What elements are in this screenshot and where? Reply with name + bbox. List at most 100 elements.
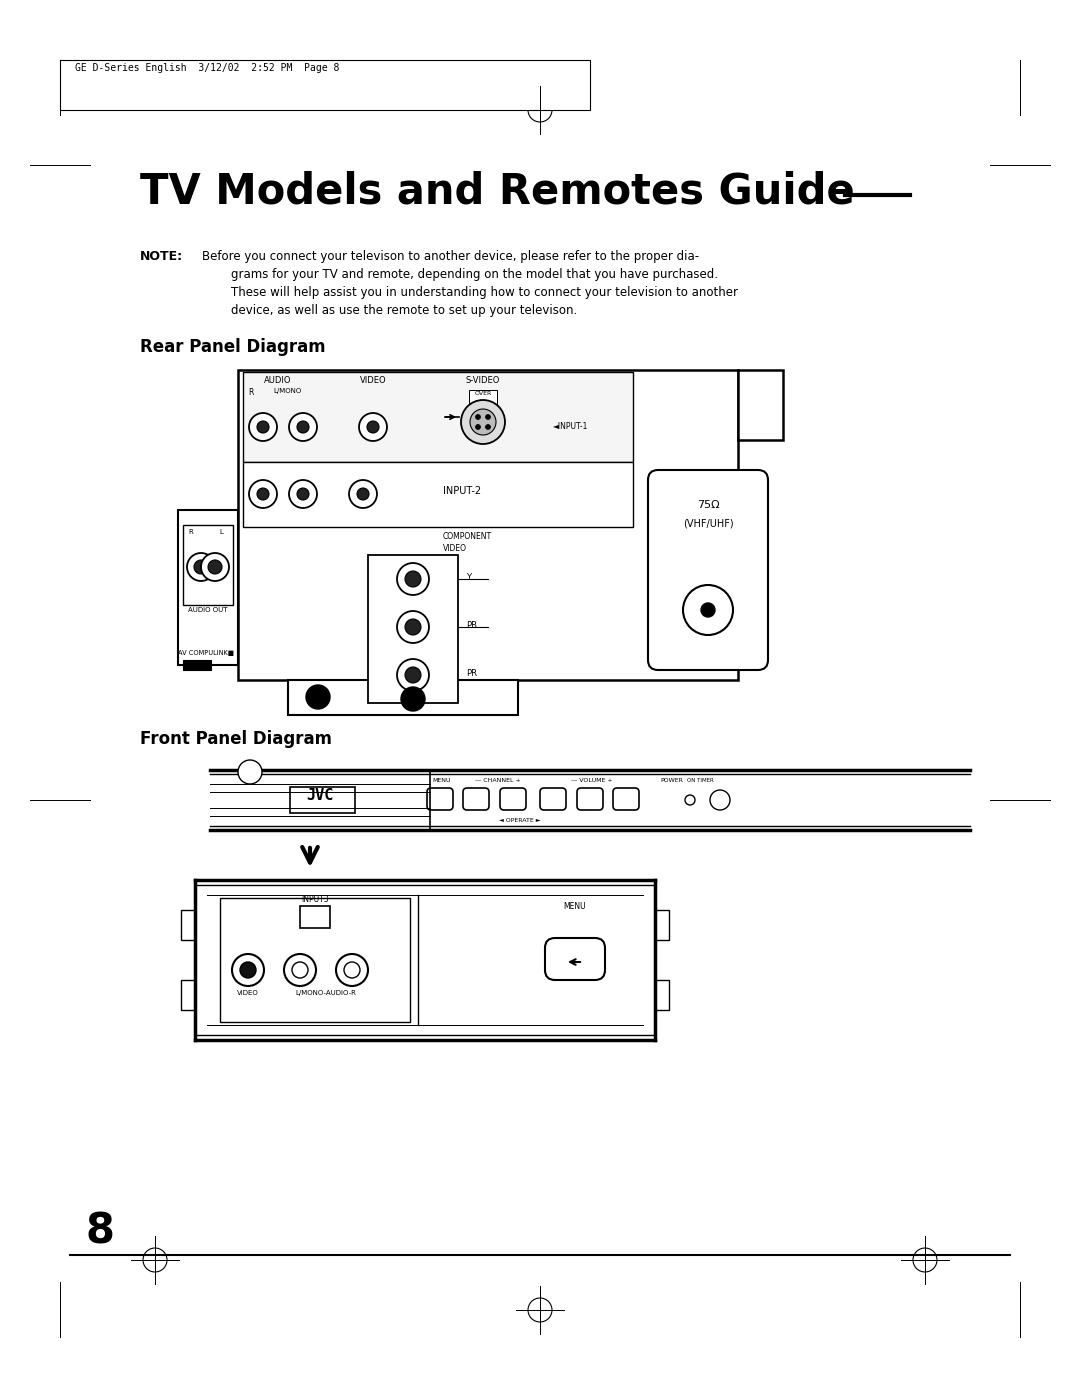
Text: These will help assist you in understanding how to connect your television to an: These will help assist you in understand…: [231, 286, 738, 299]
FancyBboxPatch shape: [577, 788, 603, 810]
Circle shape: [336, 954, 368, 986]
Circle shape: [249, 414, 276, 441]
Circle shape: [710, 789, 730, 810]
Circle shape: [683, 585, 733, 636]
Text: NOTE:: NOTE:: [140, 250, 184, 263]
Text: S-VIDEO: S-VIDEO: [465, 376, 500, 386]
Bar: [738, 370, 783, 440]
Circle shape: [232, 954, 264, 986]
Text: L: L: [219, 529, 222, 535]
Bar: [181, 909, 195, 940]
Circle shape: [297, 488, 309, 500]
Circle shape: [397, 659, 429, 692]
Text: MENU: MENU: [564, 902, 586, 911]
Circle shape: [306, 685, 330, 710]
Circle shape: [475, 425, 481, 429]
Text: Y: Y: [465, 573, 471, 583]
Text: MENU: MENU: [433, 778, 451, 782]
Bar: [291, 787, 355, 813]
Text: R: R: [248, 388, 254, 397]
FancyBboxPatch shape: [463, 788, 489, 810]
Circle shape: [257, 488, 269, 500]
Circle shape: [284, 954, 316, 986]
Text: 8: 8: [85, 1210, 114, 1252]
Text: VIDEO: VIDEO: [360, 376, 387, 386]
Text: L/MONO-AUDIO-R: L/MONO-AUDIO-R: [296, 990, 356, 996]
Bar: [183, 525, 233, 605]
Text: INPUT3: INPUT3: [301, 895, 328, 904]
Circle shape: [486, 415, 490, 419]
Circle shape: [405, 666, 421, 683]
Circle shape: [249, 481, 276, 509]
Bar: [220, 898, 410, 1023]
Circle shape: [475, 415, 481, 419]
Text: ◄INPUT-1: ◄INPUT-1: [553, 422, 589, 432]
FancyBboxPatch shape: [613, 788, 639, 810]
Bar: [238, 370, 738, 680]
Bar: [243, 462, 633, 527]
Circle shape: [187, 553, 215, 581]
Circle shape: [257, 420, 269, 433]
Bar: [181, 981, 195, 1010]
Text: 75Ω: 75Ω: [697, 500, 719, 510]
FancyBboxPatch shape: [545, 937, 605, 981]
Bar: [654, 909, 669, 940]
Circle shape: [240, 963, 256, 978]
Bar: [368, 555, 458, 703]
Bar: [178, 510, 238, 665]
Text: grams for your TV and remote, depending on the model that you have purchased.: grams for your TV and remote, depending …: [231, 268, 718, 281]
Circle shape: [367, 420, 379, 433]
Bar: [243, 372, 633, 462]
Text: L/MONO: L/MONO: [273, 388, 301, 394]
Circle shape: [461, 400, 505, 444]
Text: — CHANNEL +: — CHANNEL +: [475, 778, 521, 782]
Text: GE D-Series English  3/12/02  2:52 PM  Page 8: GE D-Series English 3/12/02 2:52 PM Page…: [75, 63, 339, 73]
Text: VIDEO: VIDEO: [443, 543, 467, 553]
Circle shape: [349, 481, 377, 509]
Circle shape: [685, 795, 696, 805]
FancyBboxPatch shape: [500, 788, 526, 810]
Circle shape: [470, 409, 496, 434]
Circle shape: [345, 963, 360, 978]
Circle shape: [486, 425, 490, 429]
Text: AUDIO OUT: AUDIO OUT: [188, 608, 228, 613]
Circle shape: [397, 563, 429, 595]
Text: VIDEO: VIDEO: [238, 990, 259, 996]
Text: PB: PB: [465, 622, 477, 630]
Text: AV COMPULINK■: AV COMPULINK■: [178, 650, 234, 657]
Text: INPUT-2: INPUT-2: [443, 486, 481, 496]
Circle shape: [292, 963, 308, 978]
Bar: [60, 60, 590, 110]
Circle shape: [405, 571, 421, 587]
Text: device, as well as use the remote to set up your televison.: device, as well as use the remote to set…: [231, 305, 577, 317]
Circle shape: [359, 414, 387, 441]
Circle shape: [208, 560, 222, 574]
Text: R: R: [188, 529, 192, 535]
Text: COMPONENT: COMPONENT: [443, 532, 492, 541]
Circle shape: [701, 604, 715, 617]
Circle shape: [397, 610, 429, 643]
Circle shape: [289, 414, 318, 441]
Text: (VHF/UHF): (VHF/UHF): [683, 518, 733, 528]
Bar: [300, 907, 330, 928]
Bar: [183, 659, 211, 671]
Bar: [288, 680, 518, 715]
Bar: [469, 390, 497, 404]
Circle shape: [357, 488, 369, 500]
Text: OVER: OVER: [474, 391, 491, 395]
Circle shape: [405, 619, 421, 636]
Text: Rear Panel Diagram: Rear Panel Diagram: [140, 338, 326, 356]
FancyBboxPatch shape: [540, 788, 566, 810]
Text: Before you connect your televison to another device, please refer to the proper : Before you connect your televison to ano…: [202, 250, 699, 263]
Circle shape: [194, 560, 208, 574]
Circle shape: [201, 553, 229, 581]
Circle shape: [289, 481, 318, 509]
Text: ON TIMER: ON TIMER: [687, 778, 714, 782]
Circle shape: [401, 687, 426, 711]
Text: POWER: POWER: [660, 778, 683, 782]
Circle shape: [297, 420, 309, 433]
Text: PR: PR: [465, 669, 477, 678]
FancyBboxPatch shape: [648, 469, 768, 671]
Text: Front Panel Diagram: Front Panel Diagram: [140, 731, 332, 747]
Bar: [654, 981, 669, 1010]
